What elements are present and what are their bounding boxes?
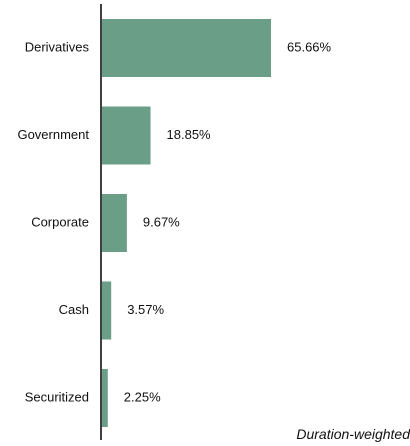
value-label-derivatives: 65.66% [287, 39, 332, 54]
value-label-cash: 3.57% [127, 302, 164, 317]
value-label-corporate: 9.67% [143, 214, 180, 229]
category-label-government: Government [17, 127, 89, 142]
bar-government [102, 106, 151, 165]
bar-securitized [102, 369, 108, 427]
value-label-government: 18.85% [167, 127, 212, 142]
duration-weighted-note: Duration-weighted [296, 426, 410, 442]
category-label-cash: Cash [59, 302, 89, 317]
category-label-corporate: Corporate [31, 214, 89, 229]
category-label-securitized: Securitized [25, 389, 89, 404]
category-label-derivatives: Derivatives [25, 39, 90, 54]
bar-derivatives [102, 19, 271, 77]
value-label-securitized: 2.25% [124, 389, 161, 404]
bar-cash [102, 281, 112, 340]
bar-corporate [102, 194, 127, 252]
